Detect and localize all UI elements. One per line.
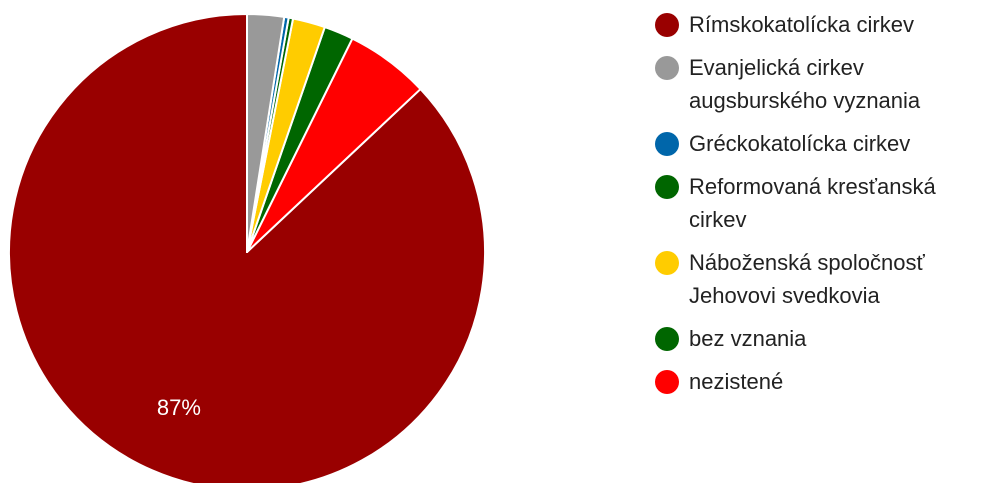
- pie-data-labels: 87%: [157, 395, 201, 420]
- legend-label: Evanjelická cirkev augsburského vyznania: [689, 55, 921, 113]
- legend-item[interactable]: Rímskokatolícka cirkev: [655, 8, 995, 41]
- pie-data-label-0: 87%: [157, 395, 201, 420]
- pie-slice-6[interactable]: [246, 13, 286, 253]
- legend-label: Gréckokatolícka cirkev: [689, 131, 911, 156]
- legend-swatch: [655, 327, 679, 351]
- legend-label: Reformovaná kresťanská cirkev: [689, 174, 936, 232]
- chart-legend: Rímskokatolícka cirkev Evanjelická cirkev…: [655, 8, 995, 408]
- legend-swatch: [655, 370, 679, 394]
- pie-slice-0[interactable]: [8, 13, 486, 483]
- legend-label: bez vznania: [689, 326, 807, 351]
- legend-label: Rímskokatolícka cirkev: [689, 12, 914, 37]
- pie-slices: [8, 13, 486, 483]
- legend-label: nezistené: [689, 369, 784, 394]
- legend-item[interactable]: nezistené: [655, 365, 995, 398]
- legend-swatch: [655, 13, 679, 37]
- legend-item[interactable]: bez vznania: [655, 322, 995, 355]
- legend-swatch: [655, 56, 679, 80]
- legend-swatch: [655, 132, 679, 156]
- legend-item[interactable]: Gréckokatolícka cirkev: [655, 127, 995, 160]
- legend-item[interactable]: Reformovaná kresťanská cirkev: [655, 170, 995, 236]
- legend-swatch: [655, 175, 679, 199]
- legend-item[interactable]: Evanjelická cirkev augsburského vyznania: [655, 51, 995, 117]
- pie-chart: 87%: [8, 13, 486, 483]
- legend-item[interactable]: Náboženská spoločnosť Jehovovi svedkovia: [655, 246, 995, 312]
- legend-swatch: [655, 251, 679, 275]
- legend-label: Náboženská spoločnosť Jehovovi svedkovia: [689, 250, 925, 308]
